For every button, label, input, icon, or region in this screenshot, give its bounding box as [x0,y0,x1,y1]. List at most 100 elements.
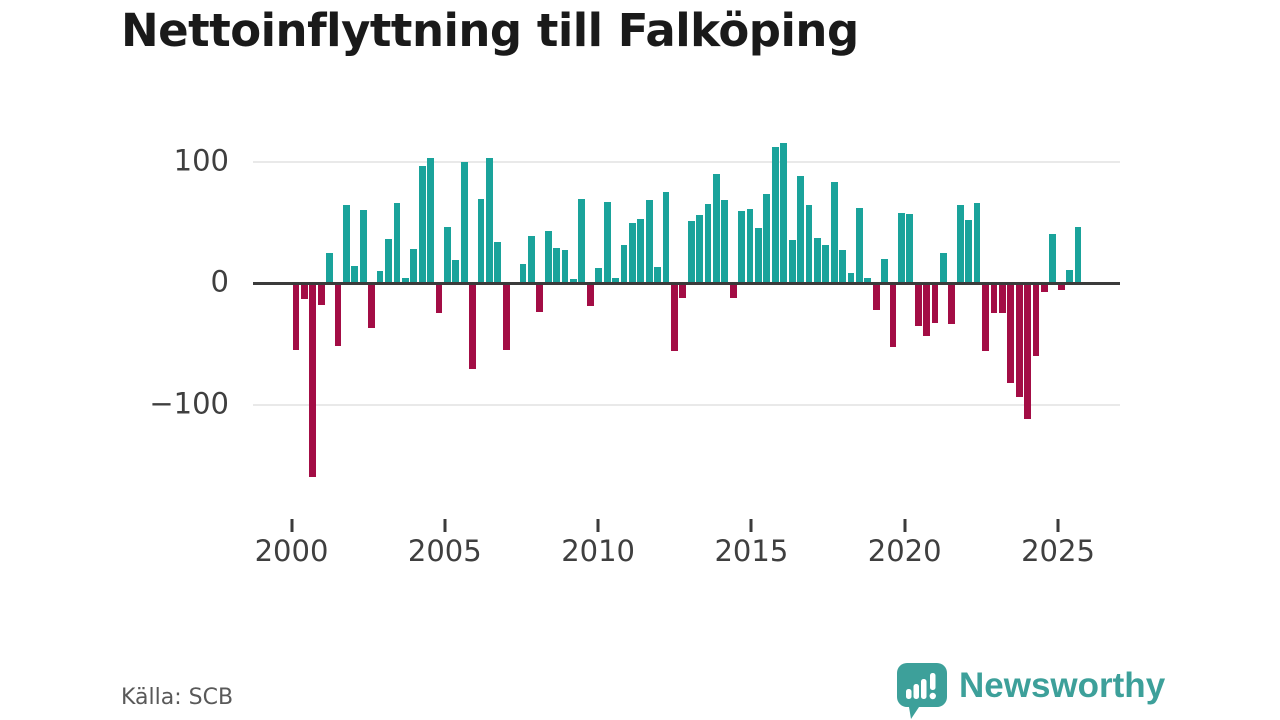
x-axis-tick-2015 [749,519,753,532]
bar [435,283,443,314]
x-axis-label-2015: 2015 [714,534,789,568]
source-label: Källa: SCB [121,685,234,710]
bar [1049,234,1057,283]
bar [679,283,687,298]
bar [662,191,670,283]
bar [334,283,342,347]
bar [469,283,476,370]
bar [502,283,510,350]
bar [401,278,409,283]
bar [570,279,577,283]
bar [670,283,678,352]
bar [881,258,888,283]
gridline-100 [253,160,1120,163]
bar [721,200,729,283]
bar [687,221,695,283]
bar [1040,283,1048,292]
bar [654,267,661,283]
bar [443,227,451,283]
bar [713,173,720,283]
bar [427,157,434,283]
x-axis-label-2000: 2000 [254,534,329,568]
bar [343,205,350,283]
bar [460,161,468,283]
bar [855,207,863,283]
bar [788,240,796,283]
x-axis-tick-2005 [443,519,447,532]
bar [864,278,872,283]
bar [351,265,359,283]
chart-title: Nettoinflyttning till Falköping [121,4,859,57]
bar [645,200,653,283]
y-axis-label: 0 [210,264,229,299]
bar [1066,269,1073,283]
bar [729,283,737,298]
bar [839,250,846,283]
bar [317,283,325,305]
bar [948,283,956,325]
y-axis-label: −100 [149,386,229,421]
bar [1057,283,1065,291]
x-axis-label-2010: 2010 [561,534,635,568]
bar [763,194,771,283]
bar [780,143,788,283]
bar [393,202,401,283]
gridline--100 [253,403,1120,406]
bar [998,283,1006,314]
x-axis-tick-2025 [1056,519,1060,532]
x-axis-label-2020: 2020 [867,534,942,568]
bar [923,283,931,337]
bar [771,146,779,283]
bar [1015,283,1023,398]
x-axis-tick-2020 [903,519,907,532]
bar [376,270,384,283]
bar [982,283,989,352]
bar [872,283,880,310]
x-axis-tick-2000 [290,519,293,532]
bar [519,263,527,283]
bar [418,166,426,283]
bar [914,283,922,326]
zero-line [253,281,1120,285]
bar [1032,283,1040,356]
bar [561,250,569,283]
bar [553,247,561,283]
bar [965,219,973,283]
bar [603,201,611,283]
bar [309,283,317,478]
bar [906,213,914,283]
bar [544,230,552,283]
x-axis-tick-2010 [596,519,600,532]
bar [586,283,594,307]
bar [528,235,535,283]
bar [578,199,586,283]
newsworthy-logo: Newsworthy [897,663,1165,719]
bar [385,239,392,283]
bar [1074,227,1082,283]
bar [847,273,855,283]
bar [940,252,947,283]
bar [889,283,897,348]
bar [696,214,703,283]
bar [494,241,502,283]
bar [637,218,645,283]
bar [1024,283,1031,420]
bar [326,252,334,283]
bar [359,210,367,283]
bar [822,245,830,283]
bar [797,176,804,283]
bar [410,248,418,283]
bar [301,283,308,299]
bar [898,212,905,283]
bar [536,283,544,313]
bar [805,205,813,283]
bar [485,157,493,283]
bar [931,283,939,324]
newsworthy-wordmark: Newsworthy [959,666,1166,705]
bar [813,238,821,283]
x-axis-label-2005: 2005 [407,534,482,568]
bar [477,199,485,283]
newsworthy-logo-icon [897,663,947,719]
